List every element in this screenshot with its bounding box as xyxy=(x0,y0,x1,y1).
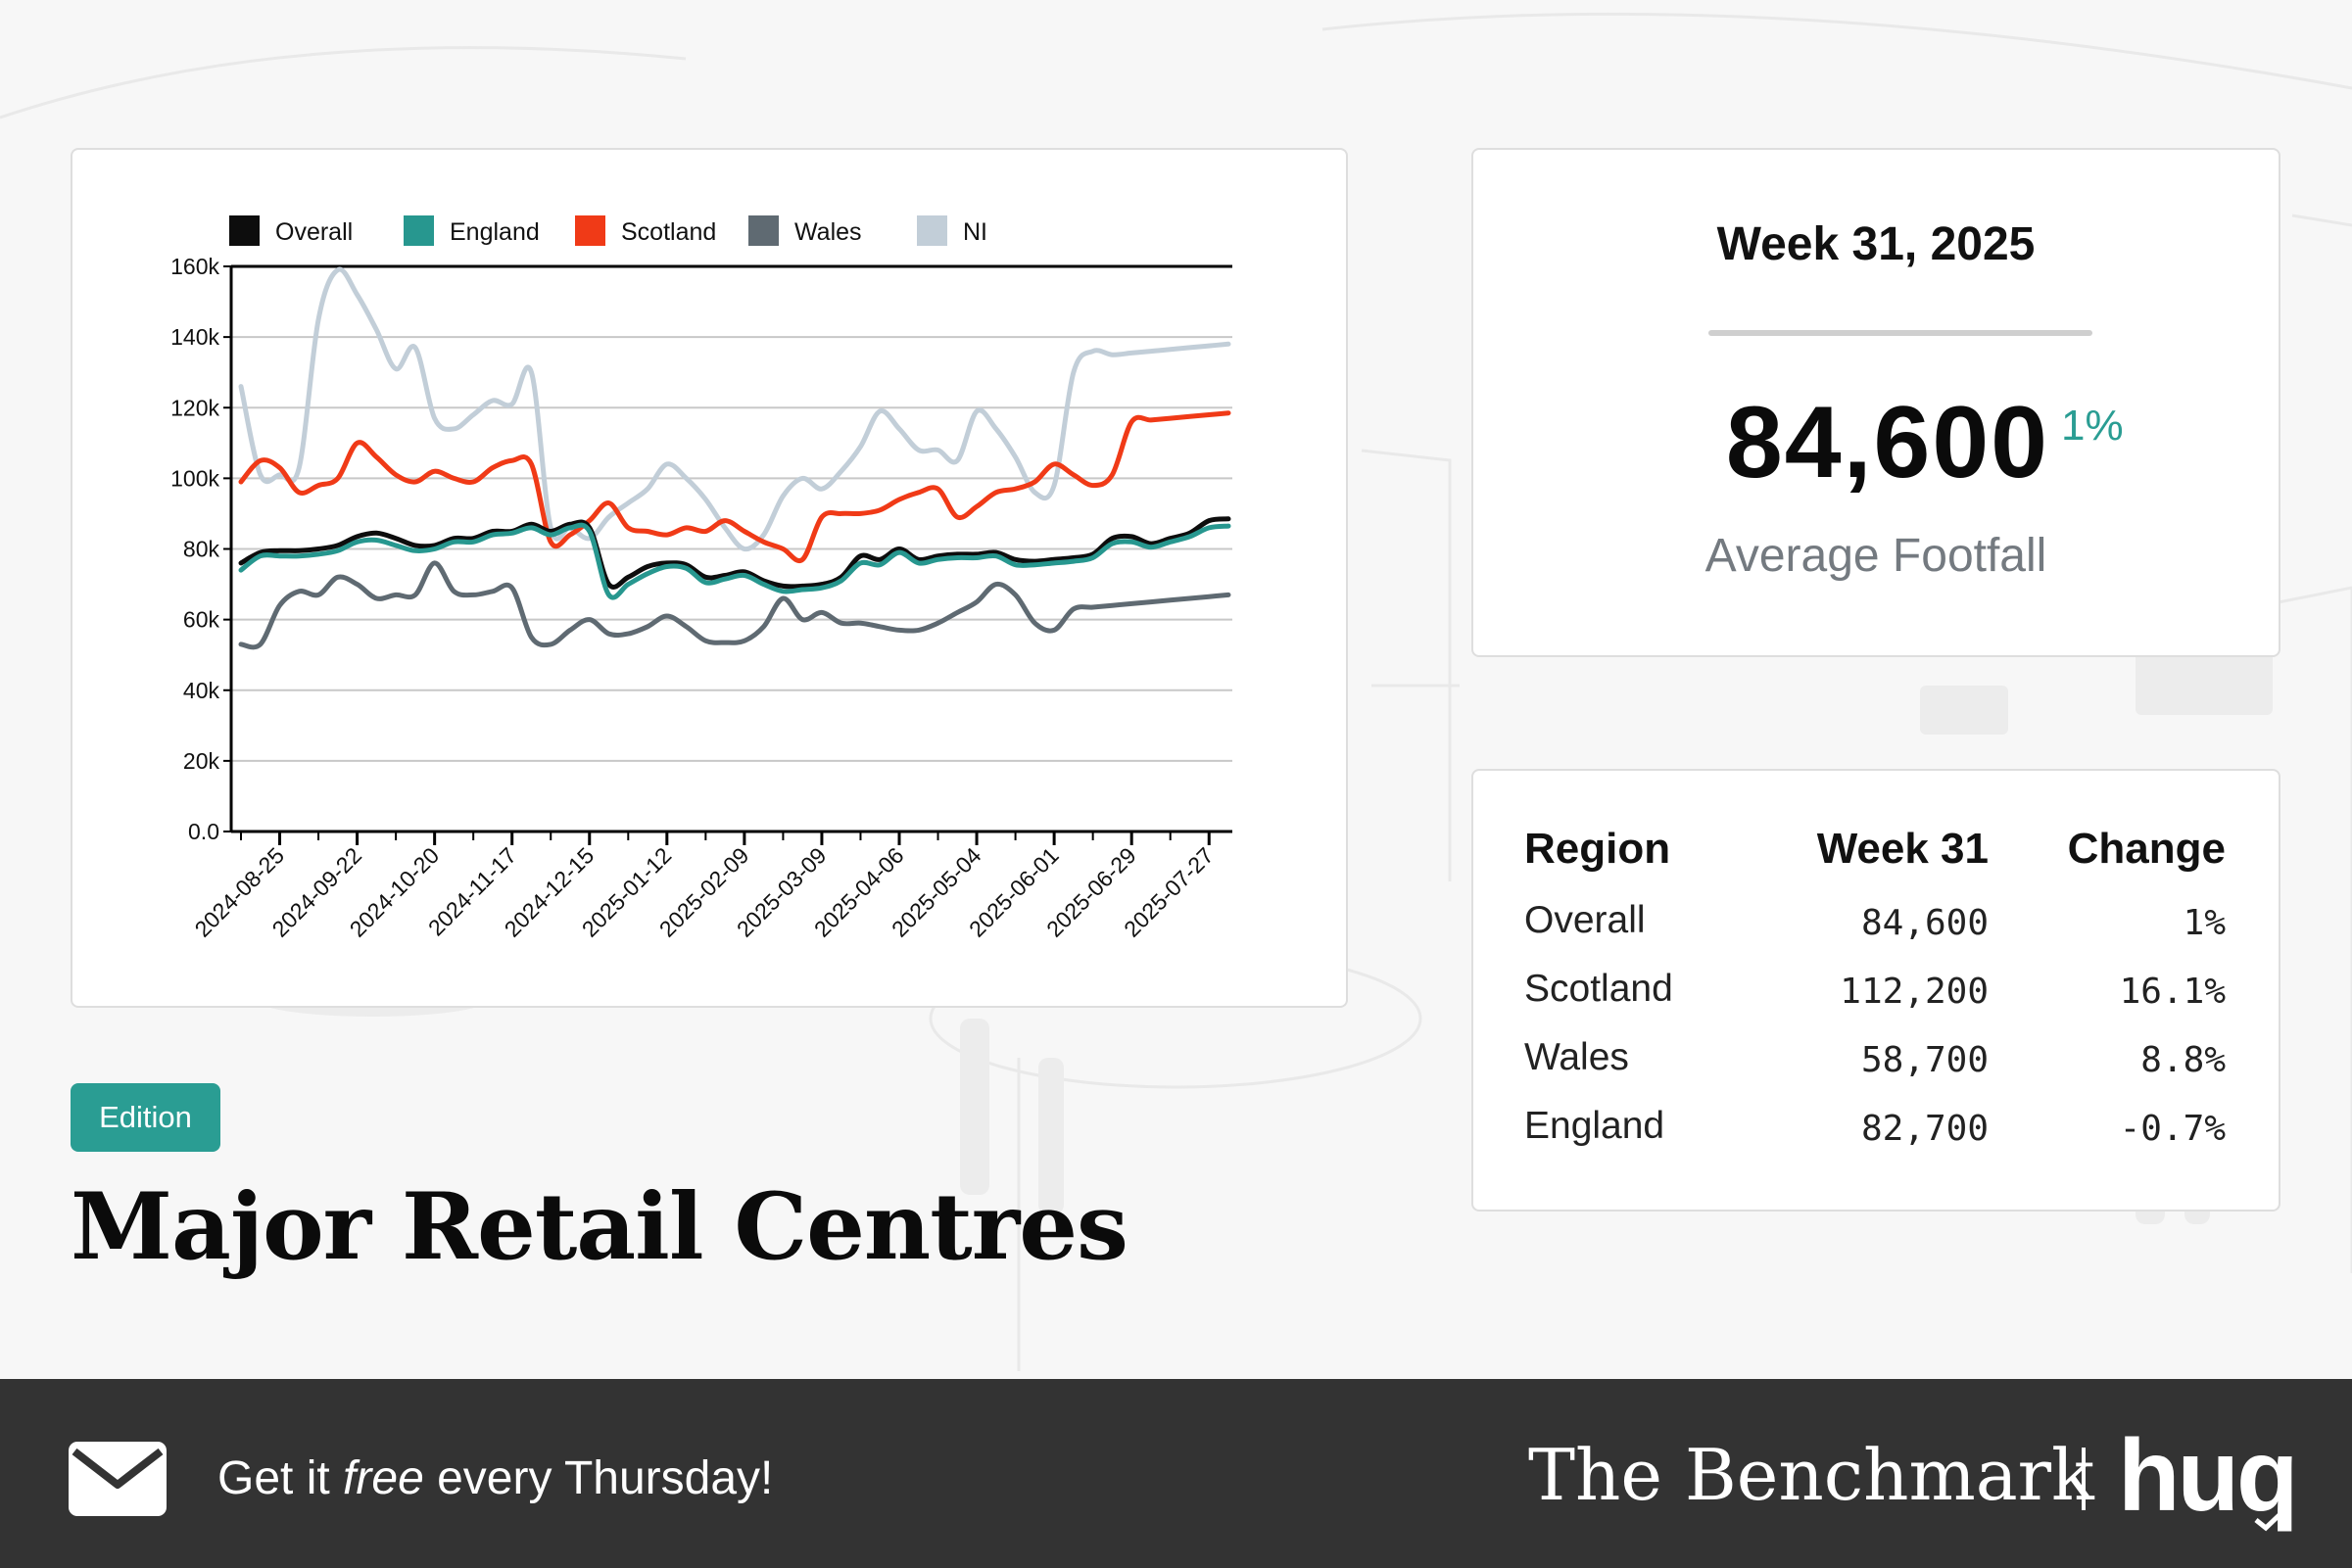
table-row-region: Overall xyxy=(1524,899,1646,941)
legend-swatch xyxy=(917,215,947,246)
stat-value: 84,600 xyxy=(1725,386,2049,499)
series-line-overall xyxy=(238,516,1231,590)
logo-tick-icon xyxy=(2254,1507,2287,1532)
table-row-change: -0.7% xyxy=(2119,1109,2226,1149)
page-title: Major Retail Centres xyxy=(71,1173,1128,1281)
footfall-line-chart: Overall England Scotland Wales NI 0.0 20k 40k 6… xyxy=(170,215,1232,942)
legend-label: Overall xyxy=(275,218,353,246)
legend-label: Scotland xyxy=(621,218,716,246)
table-row-region: England xyxy=(1524,1105,1665,1147)
y-tick-label: 60k xyxy=(183,607,220,633)
table-header-week: Week 31 xyxy=(1816,825,1989,873)
table-row-change: 1% xyxy=(2183,903,2226,943)
table-row-value: 84,600 xyxy=(1860,903,1989,943)
series-line-wales xyxy=(238,560,1231,650)
chart-grid xyxy=(229,264,1232,833)
y-tick-label: 0.0 xyxy=(188,819,219,844)
table-row-region: Scotland xyxy=(1524,968,1673,1010)
x-axis-ticks: 2024-08-252024-09-222024-10-202024-11-17… xyxy=(189,832,1219,942)
stat-caption: Average Footfall xyxy=(1704,530,2047,582)
legend-swatch xyxy=(404,215,434,246)
legend-swatch xyxy=(575,215,605,246)
huq-logo: huq xyxy=(2118,1419,2299,1533)
series-line-england xyxy=(238,522,1231,600)
stat-change: 1% xyxy=(2061,402,2124,450)
cta-text-emphasis: free xyxy=(343,1452,424,1504)
y-tick-label: 40k xyxy=(183,678,220,703)
y-tick-label: 100k xyxy=(170,465,219,491)
y-tick-label: 20k xyxy=(183,748,220,774)
table-row-change: 8.8% xyxy=(2140,1040,2226,1080)
region-table-card xyxy=(1471,769,2280,1212)
table-header-region: Region xyxy=(1524,825,1671,873)
y-axis-ticks: 0.0 20k 40k 60k 80k 100k 120k 140k 160k xyxy=(170,254,231,844)
brand-divider xyxy=(2082,1448,2086,1510)
chart-card: Overall England Scotland Wales NI 0.0 20k 40k 6… xyxy=(71,148,1348,1008)
legend-label: NI xyxy=(963,218,987,246)
cta-text-end: every Thursday! xyxy=(423,1452,774,1504)
legend-label: England xyxy=(450,218,540,246)
brand-name: The Benchmark xyxy=(1528,1434,2094,1516)
series-line-scotland xyxy=(238,410,1231,564)
edition-badge: Edition xyxy=(71,1083,220,1152)
cta-text-start: Get it xyxy=(217,1452,344,1504)
y-tick-label: 140k xyxy=(170,324,219,350)
table-row-value: 58,700 xyxy=(1860,1040,1989,1080)
legend-label: Wales xyxy=(794,218,862,246)
legend-swatch xyxy=(748,215,779,246)
y-tick-label: 80k xyxy=(183,537,220,562)
subscribe-link[interactable]: Get it free every Thursday! xyxy=(217,1451,773,1505)
stat-week-label: Week 31, 2025 xyxy=(1716,218,2036,270)
headline-stat-card xyxy=(1471,148,2280,657)
envelope-icon xyxy=(69,1442,167,1516)
stat-divider xyxy=(1708,330,2092,336)
table-row-region: Wales xyxy=(1524,1036,1629,1078)
table-row-change: 16.1% xyxy=(2119,972,2226,1012)
footer-bar xyxy=(0,1379,2352,1568)
legend-swatch xyxy=(229,215,260,246)
table-row-value: 82,700 xyxy=(1860,1109,1989,1149)
series-line-ni xyxy=(238,266,1231,552)
chart-series-lines xyxy=(238,266,1231,650)
table-row-value: 112,200 xyxy=(1840,972,1989,1012)
y-tick-label: 160k xyxy=(170,254,219,279)
table-header-change: Change xyxy=(2067,825,2226,873)
chart-legend: Overall England Scotland Wales NI xyxy=(229,215,987,246)
y-tick-label: 120k xyxy=(170,395,219,420)
